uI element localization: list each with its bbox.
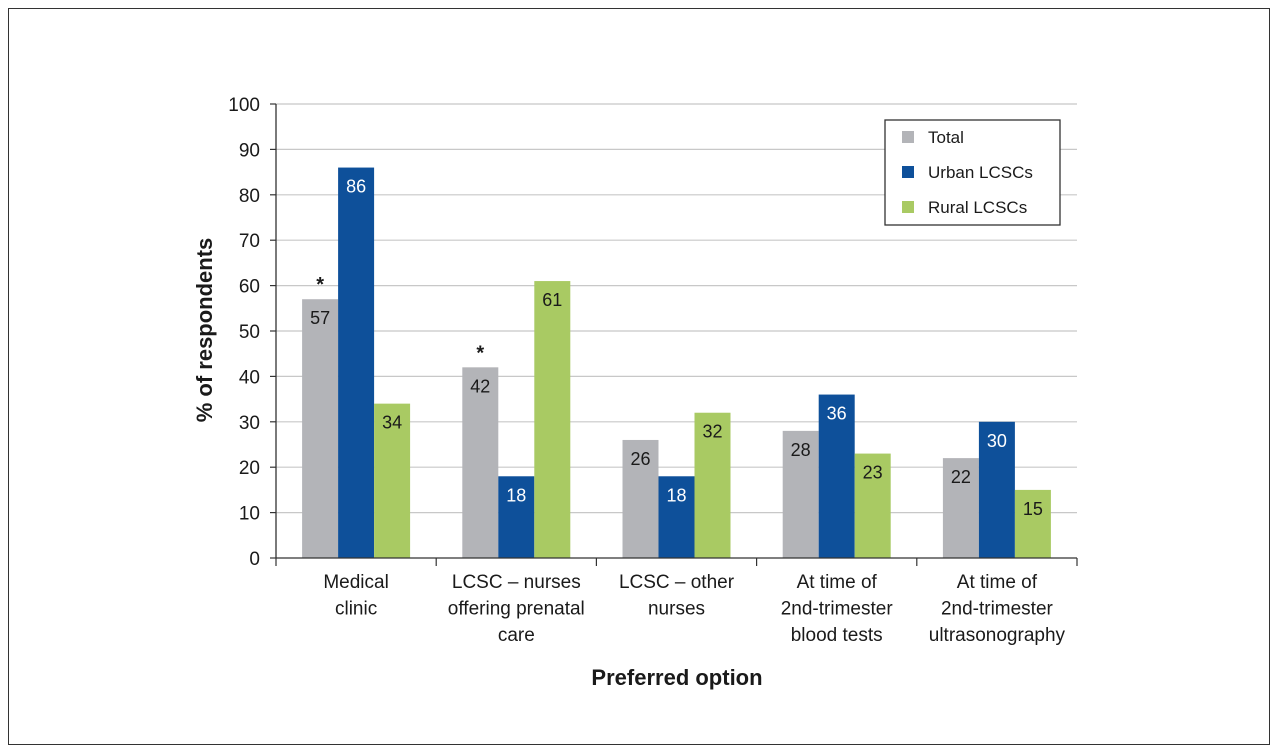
data-label: 18: [666, 485, 686, 505]
figure-frame: [8, 8, 1270, 745]
bar: [1014, 489, 1051, 558]
y-tick-label: 10: [239, 504, 260, 525]
x-tick-label: At time of: [797, 572, 878, 593]
x-tick-label: LCSC – nurses: [452, 572, 581, 593]
significance-marker: *: [476, 342, 484, 364]
bar: [782, 430, 819, 558]
data-label: 26: [630, 449, 650, 469]
data-label: 57: [310, 308, 330, 328]
y-tick-label: 60: [239, 277, 260, 298]
data-label: 42: [470, 376, 490, 396]
y-tick-labels: 0 10 20 30 40 50 60 70 80 90 100: [228, 95, 260, 570]
data-label: 18: [506, 485, 526, 505]
y-axis-title: % of respondents: [192, 238, 217, 423]
bar: [462, 367, 499, 558]
y-tick-label: 80: [239, 186, 260, 207]
x-tick-label: blood tests: [791, 625, 883, 646]
bar: [818, 394, 855, 558]
bar: [942, 458, 979, 558]
data-label: 15: [1023, 499, 1043, 519]
bar: [658, 476, 695, 558]
bar: [534, 281, 571, 558]
bar: [374, 403, 411, 558]
x-tick-label: At time of: [957, 572, 1038, 593]
data-label: 30: [987, 431, 1007, 451]
y-tick-label: 40: [239, 367, 260, 388]
x-tick-label: Medical: [323, 572, 388, 593]
legend-box: [884, 119, 1061, 226]
x-tick-label: 2nd-trimester: [781, 599, 894, 620]
x-tick-label: clinic: [335, 599, 377, 620]
x-tick-label: LCSC – other: [619, 572, 735, 593]
y-tick-label: 100: [228, 95, 260, 116]
axes: [270, 103, 1078, 566]
x-tick-label: offering prenatal: [448, 599, 585, 620]
y-tick-label: 70: [239, 231, 260, 252]
data-label: 28: [791, 440, 811, 460]
bars: 57 86 34 42 18 61 26 18 32 28 36 23 22 30 15 * *: [302, 167, 1051, 558]
x-tick-label: 2nd-trimester: [941, 599, 1054, 620]
x-tick-label: nurses: [648, 599, 705, 620]
data-label: 61: [542, 290, 562, 310]
bar: [622, 439, 659, 558]
legend: Total Urban LCSCs Rural LCSCs: [884, 119, 1061, 226]
x-tick-label: ultrasonography: [929, 625, 1066, 646]
legend-swatch: [902, 201, 914, 213]
bar: [978, 421, 1015, 558]
legend-label: Rural LCSCs: [928, 198, 1027, 217]
data-label: 32: [702, 422, 722, 442]
legend-swatch: [902, 166, 914, 178]
y-tick-label: 0: [249, 549, 260, 570]
legend-label: Urban LCSCs: [928, 163, 1033, 182]
bar: [302, 299, 339, 558]
y-tick-label: 50: [239, 322, 260, 343]
data-label: 36: [827, 404, 847, 424]
y-tick-label: 20: [239, 458, 260, 479]
x-axis-title: Preferred option: [591, 665, 762, 690]
y-tick-label: 30: [239, 413, 260, 434]
data-label: 23: [863, 463, 883, 483]
bar: [338, 167, 375, 558]
legend-label: Total: [928, 128, 964, 147]
bar: [854, 453, 891, 558]
data-label: 22: [951, 467, 971, 487]
legend-swatch: [902, 131, 914, 143]
x-tick-label: care: [498, 625, 535, 646]
bar: [694, 412, 731, 558]
bar: [498, 476, 535, 558]
data-label: 34: [382, 413, 402, 433]
data-label: 86: [346, 177, 366, 197]
x-category-labels: Medical clinic LCSC – nurses offering prena…: [323, 572, 1065, 646]
y-tick-label: 90: [239, 140, 260, 161]
significance-marker: *: [316, 274, 324, 296]
